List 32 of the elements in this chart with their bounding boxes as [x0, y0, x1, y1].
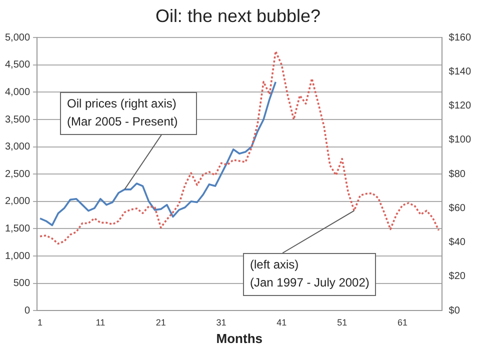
annotation: (left axis) (Jan 1997 - July 2002)	[250, 257, 370, 290]
y-tick-label: 2,500	[4, 168, 30, 180]
y-tick-label: 500	[13, 278, 30, 290]
line-series	[39, 50, 440, 245]
x-tick-label: 1	[38, 317, 43, 328]
y2-tick-label: $160	[448, 32, 472, 44]
y2-tick-label: $0	[448, 305, 460, 316]
y-tick-label: 1,000	[4, 250, 30, 262]
y2-tick-label: $40	[448, 237, 466, 248]
y-tick-label: 0	[24, 305, 30, 316]
y-tick-label: 4,500	[4, 60, 30, 71]
y2-tick-label: $140	[448, 66, 472, 78]
y2-tick-label: $120	[448, 100, 472, 112]
chart-title: Oil: the next bubble?	[155, 6, 321, 26]
y-tick-label: 5,000	[4, 32, 30, 44]
x-tick-label: 21	[156, 317, 166, 328]
y-tick-label: 2,000	[4, 196, 30, 208]
y-tick-label: 4,000	[4, 86, 30, 98]
x-tick-label: 31	[216, 317, 226, 328]
y2-tick-label: $80	[448, 168, 466, 180]
y2-tick-label: $20	[448, 271, 466, 282]
y-tick-label: 3,500	[4, 114, 30, 126]
y-tick-label: 1,500	[4, 223, 30, 234]
x-axis-title: Months	[216, 330, 262, 346]
x-tick-label: 61	[397, 317, 408, 328]
x-tick-label: 51	[337, 317, 348, 328]
x-tick-label: 11	[96, 317, 106, 328]
y-tick-label: 3,000	[4, 142, 30, 153]
x-tick-label: 41	[276, 317, 287, 328]
y2-tick-label: $60	[448, 202, 466, 214]
annotation: Oil prices (right axis) (Mar 2005 - Present)	[67, 96, 178, 128]
y2-tick-label: $100	[448, 134, 472, 146]
